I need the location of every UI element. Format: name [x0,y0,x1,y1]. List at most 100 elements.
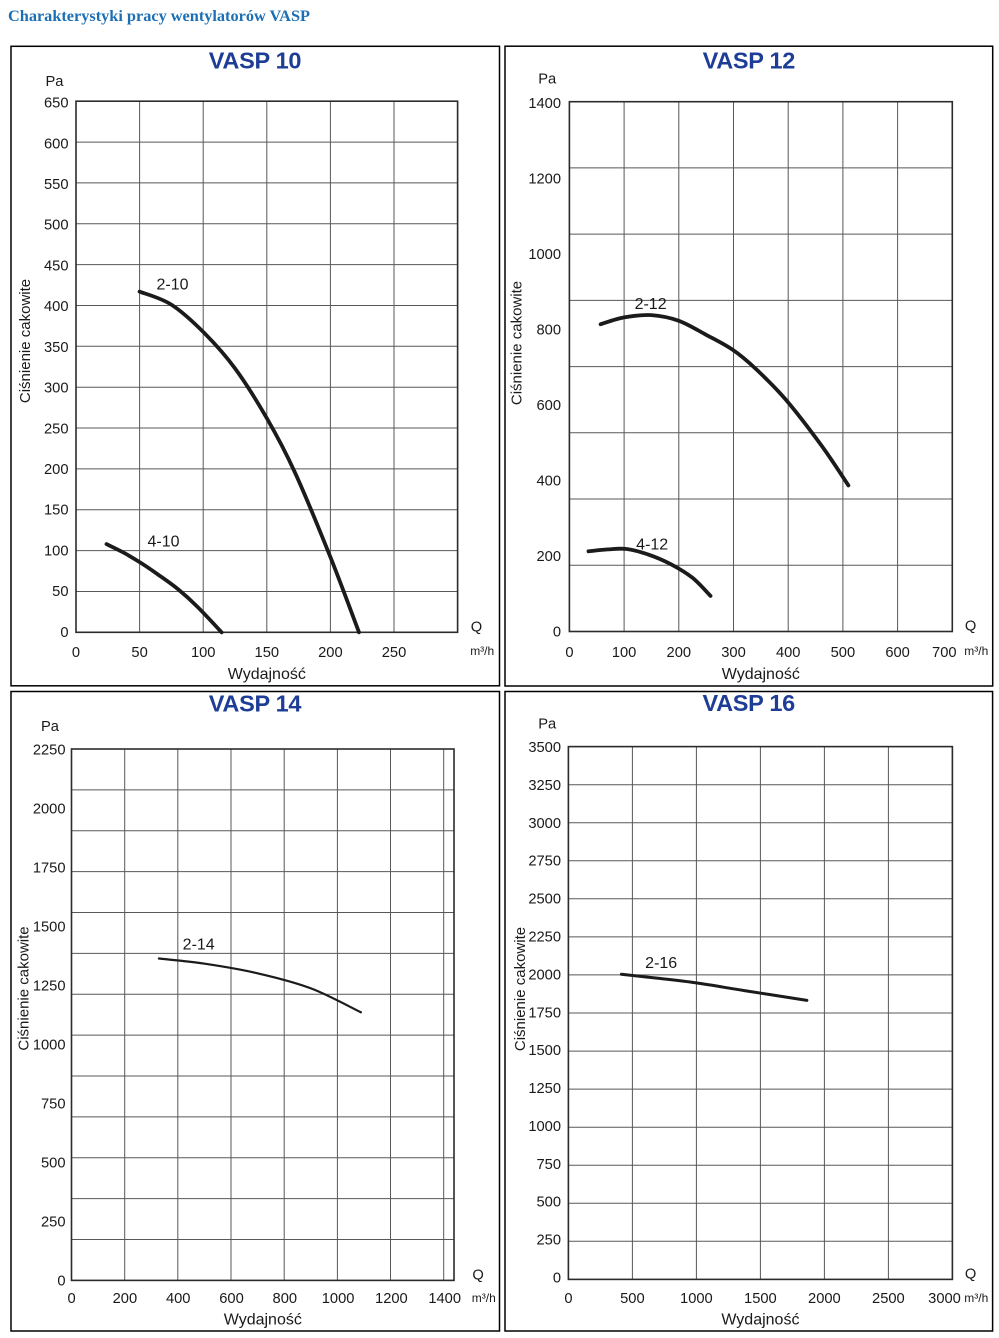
svg-text:0: 0 [60,625,68,641]
svg-text:50: 50 [131,645,147,661]
svg-text:VASP 16: VASP 16 [702,690,795,716]
svg-text:Q: Q [965,619,976,635]
svg-text:550: 550 [44,177,69,193]
svg-text:400: 400 [44,299,69,315]
svg-text:250: 250 [41,1214,66,1230]
svg-text:200: 200 [536,549,561,565]
svg-text:1500: 1500 [744,1291,777,1307]
svg-text:Wydajność: Wydajność [721,1312,799,1329]
svg-text:3000: 3000 [528,816,561,832]
svg-text:100: 100 [191,645,216,661]
svg-text:300: 300 [721,645,746,661]
svg-text:0: 0 [68,1291,76,1307]
svg-text:VASP 14: VASP 14 [209,691,302,717]
svg-text:1250: 1250 [528,1081,561,1097]
svg-text:1500: 1500 [528,1043,561,1059]
svg-text:Wydajność: Wydajność [228,666,306,683]
svg-text:2-14: 2-14 [183,937,215,954]
svg-text:250: 250 [536,1233,561,1249]
svg-text:200: 200 [318,645,343,661]
svg-text:3250: 3250 [528,778,561,794]
svg-text:4-10: 4-10 [147,534,179,551]
svg-text:200: 200 [44,462,69,478]
svg-text:500: 500 [831,645,856,661]
svg-text:Q: Q [472,1268,483,1284]
svg-text:450: 450 [44,258,69,274]
svg-text:VASP 12: VASP 12 [703,48,796,74]
svg-text:m³/h: m³/h [964,644,988,658]
svg-text:0: 0 [553,1271,561,1287]
svg-text:750: 750 [536,1157,561,1173]
svg-text:0: 0 [72,645,80,661]
svg-text:0: 0 [553,625,561,641]
svg-text:100: 100 [44,544,69,560]
svg-text:2-10: 2-10 [156,277,188,294]
svg-text:Ciśnienie cakowite: Ciśnienie cakowite [509,281,526,405]
svg-text:Pa: Pa [41,719,60,735]
svg-text:1000: 1000 [322,1291,355,1307]
svg-text:1200: 1200 [375,1291,408,1307]
svg-text:Pa: Pa [46,74,65,90]
svg-text:600: 600 [536,398,561,414]
svg-text:Ciśnienie cakowite: Ciśnienie cakowite [512,927,529,1051]
svg-text:Ciśnienie cakowite: Ciśnienie cakowite [17,279,34,403]
svg-text:1750: 1750 [528,1005,561,1021]
svg-text:Q: Q [471,620,482,636]
svg-text:Charakterystyki pracy wentylat: Charakterystyki pracy wentylatorów VASP [8,6,310,25]
svg-text:0: 0 [564,1291,572,1307]
svg-text:Pa: Pa [538,717,557,733]
svg-text:Wydajność: Wydajność [722,666,800,683]
svg-text:150: 150 [44,503,69,519]
svg-text:600: 600 [44,136,69,152]
svg-text:1400: 1400 [428,1291,461,1307]
svg-text:0: 0 [565,645,573,661]
svg-text:1750: 1750 [33,860,66,876]
svg-text:500: 500 [620,1291,645,1307]
svg-text:400: 400 [536,474,561,490]
svg-text:350: 350 [44,340,69,356]
svg-text:2-12: 2-12 [635,296,667,313]
svg-text:3500: 3500 [528,740,561,756]
svg-text:2250: 2250 [33,742,66,758]
svg-text:1400: 1400 [528,96,561,112]
svg-text:m³/h: m³/h [472,1291,496,1305]
svg-text:150: 150 [255,645,280,661]
svg-text:3000: 3000 [928,1291,961,1307]
svg-text:1000: 1000 [680,1291,713,1307]
svg-text:1250: 1250 [33,978,66,994]
svg-text:m³/h: m³/h [964,1291,988,1305]
svg-text:700: 700 [932,645,957,661]
svg-text:2-16: 2-16 [645,955,677,972]
svg-text:Ciśnienie cakowite: Ciśnienie cakowite [15,926,32,1050]
svg-text:800: 800 [536,323,561,339]
svg-text:0: 0 [57,1273,65,1289]
svg-text:500: 500 [536,1195,561,1211]
svg-text:Wydajność: Wydajność [224,1312,302,1329]
svg-text:500: 500 [41,1155,66,1171]
svg-text:300: 300 [44,381,69,397]
svg-text:600: 600 [219,1291,244,1307]
svg-text:1000: 1000 [528,1119,561,1135]
svg-text:750: 750 [41,1096,66,1112]
svg-text:400: 400 [166,1291,191,1307]
svg-text:1500: 1500 [33,919,66,935]
svg-text:Pa: Pa [538,72,557,88]
svg-text:650: 650 [44,96,69,112]
svg-text:4-12: 4-12 [636,537,668,554]
svg-text:250: 250 [382,645,407,661]
svg-text:m³/h: m³/h [470,644,494,658]
svg-text:2000: 2000 [528,967,561,983]
svg-text:1000: 1000 [33,1037,66,1053]
svg-text:2000: 2000 [808,1291,841,1307]
svg-text:Q: Q [965,1267,976,1283]
svg-text:600: 600 [885,645,910,661]
svg-text:2500: 2500 [528,892,561,908]
svg-text:2250: 2250 [528,930,561,946]
svg-text:200: 200 [667,645,692,661]
svg-text:500: 500 [44,218,69,234]
svg-text:800: 800 [273,1291,298,1307]
svg-text:2000: 2000 [33,801,66,817]
svg-text:1200: 1200 [528,172,561,188]
svg-text:2500: 2500 [872,1291,905,1307]
svg-text:200: 200 [113,1291,138,1307]
